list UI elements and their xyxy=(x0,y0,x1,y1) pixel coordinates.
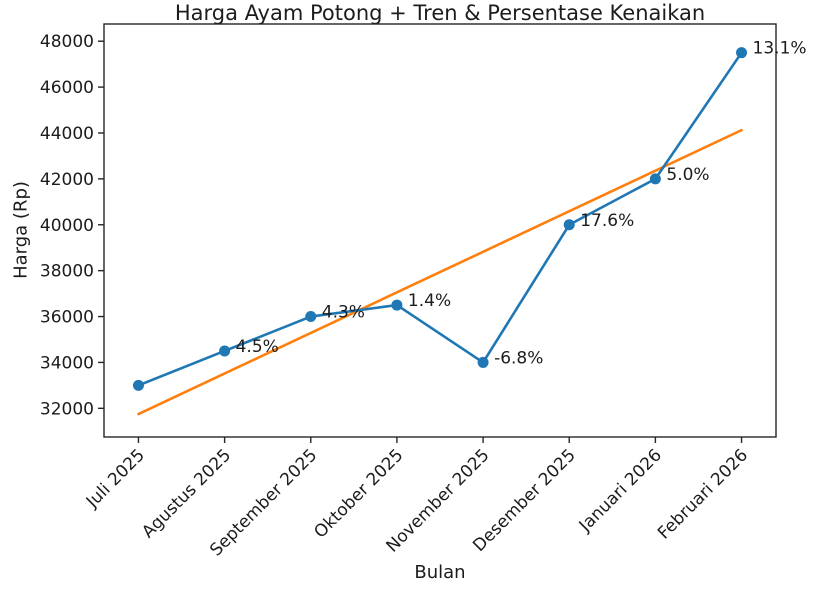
point-percentage-label: -6.8% xyxy=(494,348,543,368)
trend-line xyxy=(137,128,743,416)
axes-frame xyxy=(103,23,777,438)
data-point xyxy=(563,219,575,231)
x-axis-label: Bulan xyxy=(414,562,466,583)
data-point xyxy=(305,311,317,323)
y-tick-label: 44000 xyxy=(40,124,94,144)
data-point xyxy=(649,173,661,185)
data-point xyxy=(736,47,748,59)
point-percentage-label: 1.4% xyxy=(408,291,451,311)
point-percentage-label: 17.6% xyxy=(580,211,634,231)
y-tick-label: 48000 xyxy=(40,32,94,52)
data-point xyxy=(132,379,144,391)
y-tick-label: 40000 xyxy=(40,216,94,236)
y-axis-label: Harga (Rp) xyxy=(10,181,32,279)
point-percentage-label: 4.5% xyxy=(236,337,279,357)
point-percentage-label: 13.1% xyxy=(753,39,807,59)
y-tick-label: 46000 xyxy=(40,78,94,98)
x-tick-label: Januari 2026 xyxy=(575,445,666,536)
y-tick-label: 38000 xyxy=(40,262,94,282)
data-point xyxy=(219,345,231,357)
y-tick-label: 36000 xyxy=(40,308,94,328)
y-tick-label: 32000 xyxy=(40,399,94,419)
price-line xyxy=(137,51,743,387)
chart-title: Harga Ayam Potong + Tren & Persentase Ke… xyxy=(174,1,706,25)
y-tick-label: 42000 xyxy=(40,170,94,190)
point-percentage-label: 4.3% xyxy=(322,303,365,323)
x-tick-label: Juli 2025 xyxy=(82,445,149,512)
x-tick-label: Agustus 2025 xyxy=(138,445,235,542)
point-percentage-label: 5.0% xyxy=(666,165,709,185)
x-tick-label: Februari 2026 xyxy=(654,445,752,543)
y-tick-label: 34000 xyxy=(40,353,94,373)
data-point xyxy=(477,356,489,368)
data-point xyxy=(391,299,403,311)
x-tick-label: Oktober 2025 xyxy=(310,445,407,542)
